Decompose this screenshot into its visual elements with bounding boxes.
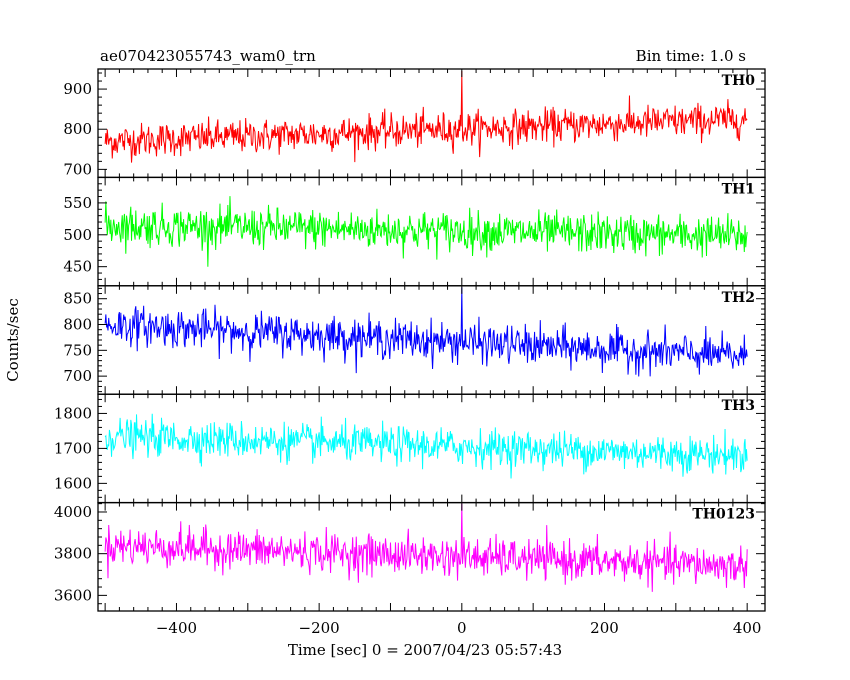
y-axis-label: Counts/sec xyxy=(4,298,22,382)
panels: TH0700800900TH1450500550TH2700750800850T… xyxy=(54,68,766,637)
panel-th0123: TH0123 3600 3800 4000 xyxy=(54,501,766,612)
y-tick-label: 3600 xyxy=(54,586,92,604)
y-tick-label: 750 xyxy=(63,341,92,359)
panel-frame xyxy=(97,68,766,179)
panel-name-th0: TH0 xyxy=(722,73,756,89)
y-tick-label: 800 xyxy=(63,120,92,138)
bin-time-label: Bin time: 1.0 s xyxy=(636,47,746,65)
panel-name-th3: TH3 xyxy=(722,398,755,414)
y-tick-label: 1800 xyxy=(54,404,92,422)
series-line-th3 xyxy=(104,413,748,479)
panel-name-th0123: TH0123 xyxy=(692,507,755,523)
y-tick-label: 850 xyxy=(63,290,92,308)
y-tick-label: 550 xyxy=(63,194,92,212)
y-tick-label: 500 xyxy=(63,226,92,244)
y-tick-label: 800 xyxy=(63,316,92,334)
x-tick-label: 200 xyxy=(590,619,619,637)
x-tick-label: −200 xyxy=(299,619,340,637)
panel-th3: TH3 1600 1700 1800 xyxy=(54,393,766,504)
panel-name-th1: TH1 xyxy=(722,181,755,197)
series-line-th0123 xyxy=(104,503,748,592)
panel-th2: TH2 700 750 800 850 xyxy=(63,285,766,395)
x-tick-label: 400 xyxy=(733,619,762,637)
panel-frame xyxy=(97,501,766,612)
y-tick-label: 700 xyxy=(63,160,92,178)
y-tick-label: 700 xyxy=(63,367,92,385)
series-line-th2 xyxy=(104,287,748,377)
x-axis-label: Time [sec] 0 = 2007/04/23 05:57:43 xyxy=(288,641,562,659)
x-tick-label: −400 xyxy=(156,619,197,637)
panel-th1: TH1 450 500 550 xyxy=(63,176,766,287)
series-line-th0 xyxy=(104,71,748,163)
chart-title: ae070423055743_wam0_trn xyxy=(100,47,316,65)
x-tick-label: 0 xyxy=(457,619,467,637)
y-tick-label: 900 xyxy=(63,80,92,98)
y-tick-label: 1700 xyxy=(54,439,92,457)
y-tick-label: 4000 xyxy=(54,503,92,521)
panel-th0: TH0 700 800 900 xyxy=(63,68,766,179)
y-tick-label: 450 xyxy=(63,258,92,276)
y-tick-label: 1600 xyxy=(54,474,92,492)
series-line-th1 xyxy=(104,196,748,267)
y-tick-label: 3800 xyxy=(54,545,92,563)
panel-name-th2: TH2 xyxy=(722,290,755,306)
